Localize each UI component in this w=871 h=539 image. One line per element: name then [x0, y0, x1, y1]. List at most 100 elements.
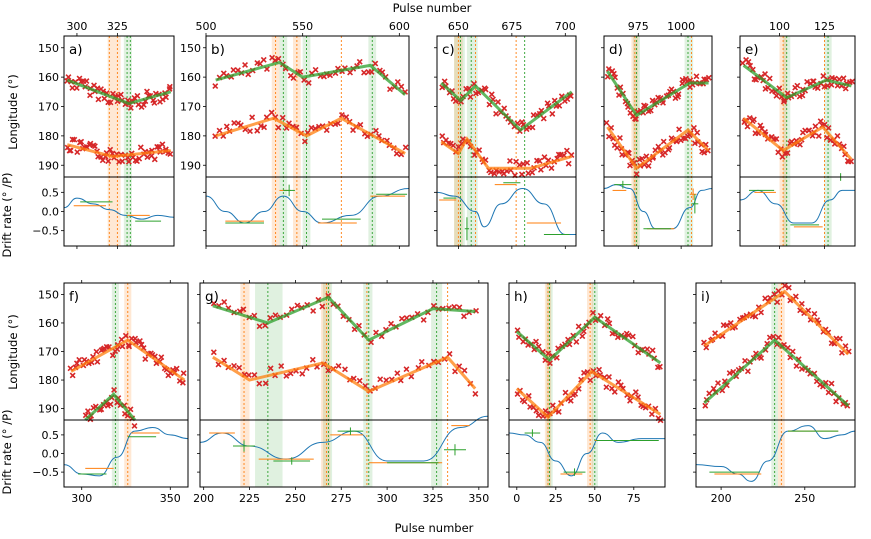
- data-point: [825, 124, 832, 131]
- drift-curve: [604, 184, 712, 230]
- x-tick-label: 225: [239, 492, 260, 505]
- data-point: [125, 158, 132, 165]
- data-point: [361, 69, 367, 76]
- drift-tick-label: 0.5: [42, 186, 60, 199]
- orange-fit-line: [212, 355, 477, 394]
- orange-fit-line: [215, 116, 406, 155]
- lon-tick-label: 180: [38, 374, 59, 387]
- data-point: [279, 114, 286, 121]
- data-point: [701, 149, 708, 156]
- data-point: [533, 338, 540, 345]
- data-point: [638, 155, 645, 162]
- x-tick-label: 250: [794, 492, 815, 505]
- data-point: [231, 362, 237, 369]
- data-point: [575, 323, 582, 330]
- lon-tick-label: 190: [180, 159, 201, 172]
- data-point: [579, 333, 586, 340]
- orange-shade: [240, 283, 250, 487]
- lon-tick-label: 160: [180, 71, 201, 84]
- data-point: [420, 316, 427, 323]
- lon-tick-label: 150: [180, 42, 201, 55]
- data-point: [518, 171, 525, 178]
- data-point: [792, 293, 799, 300]
- data-point: [616, 134, 623, 141]
- data-point: [134, 92, 141, 99]
- data-point: [290, 75, 297, 81]
- data-point: [727, 320, 734, 326]
- data-point: [73, 85, 80, 91]
- panel-plot-area: [64, 283, 188, 487]
- data-point: [693, 73, 700, 80]
- data-point: [491, 170, 498, 177]
- data-point: [785, 284, 792, 291]
- data-point: [402, 144, 409, 151]
- x-tick-label: 25: [549, 492, 563, 505]
- data-point: [95, 96, 102, 103]
- lon-tick-label: 190: [38, 403, 59, 416]
- panel-label: g): [205, 289, 219, 305]
- data-point: [251, 371, 258, 378]
- panel-plot-area: [740, 36, 855, 246]
- data-point: [87, 92, 93, 99]
- lon-tick-label: 170: [38, 346, 59, 359]
- data-point: [312, 66, 319, 73]
- data-point: [773, 92, 780, 99]
- data-point: [122, 332, 129, 339]
- data-point: [393, 150, 400, 157]
- data-point: [294, 302, 301, 309]
- lon-tick-label: 150: [38, 288, 59, 301]
- panel-label: c): [442, 42, 455, 58]
- lon-tick-label: 180: [38, 130, 59, 143]
- x-tick-label: 50: [588, 492, 602, 505]
- data-point: [105, 158, 112, 165]
- data-point: [611, 388, 618, 395]
- data-point: [398, 315, 405, 322]
- data-point: [111, 386, 118, 393]
- data-point: [388, 320, 395, 327]
- data-point: [762, 71, 768, 77]
- data-point: [536, 157, 543, 164]
- x-tick-label: 250: [285, 492, 306, 505]
- data-point: [87, 140, 94, 147]
- data-point: [702, 402, 709, 409]
- data-point: [216, 127, 223, 134]
- data-point: [159, 141, 166, 148]
- x-tick-label: 325: [107, 20, 128, 33]
- drift-curve: [200, 415, 488, 462]
- data-point: [745, 58, 752, 65]
- data-point: [210, 300, 217, 307]
- data-point: [144, 154, 151, 161]
- data-point: [488, 91, 495, 98]
- data-point: [117, 91, 124, 98]
- data-point: [828, 81, 835, 88]
- panel-plot-area: [64, 36, 174, 246]
- data-point: [73, 360, 80, 367]
- green-fit-line: [703, 338, 850, 407]
- data-point: [546, 360, 553, 367]
- panels-group: a) 150 160 170 180 190 0.5 0.0 −0.5 300 325 b) 150 16…: [32, 20, 856, 505]
- data-point: [563, 147, 570, 154]
- data-point: [403, 366, 410, 373]
- data-point: [840, 75, 847, 82]
- orange-fit-line: [66, 143, 171, 158]
- green-fit-line: [742, 64, 852, 100]
- data-point: [107, 401, 114, 408]
- panel-label: i): [701, 289, 710, 305]
- green-shade: [454, 36, 465, 246]
- panel-plot-area: [604, 36, 712, 246]
- panel-plot-area: [206, 36, 409, 246]
- green-shade: [363, 283, 373, 487]
- data-point: [814, 85, 821, 92]
- data-point: [758, 355, 765, 362]
- data-point: [166, 83, 173, 90]
- data-point: [606, 373, 612, 380]
- data-point: [275, 124, 282, 131]
- data-point: [549, 402, 556, 409]
- data-point: [261, 124, 268, 131]
- data-point: [507, 157, 513, 164]
- orange-fit-line: [70, 338, 186, 382]
- data-point: [275, 55, 282, 62]
- data-point: [555, 408, 562, 415]
- data-point: [272, 312, 279, 319]
